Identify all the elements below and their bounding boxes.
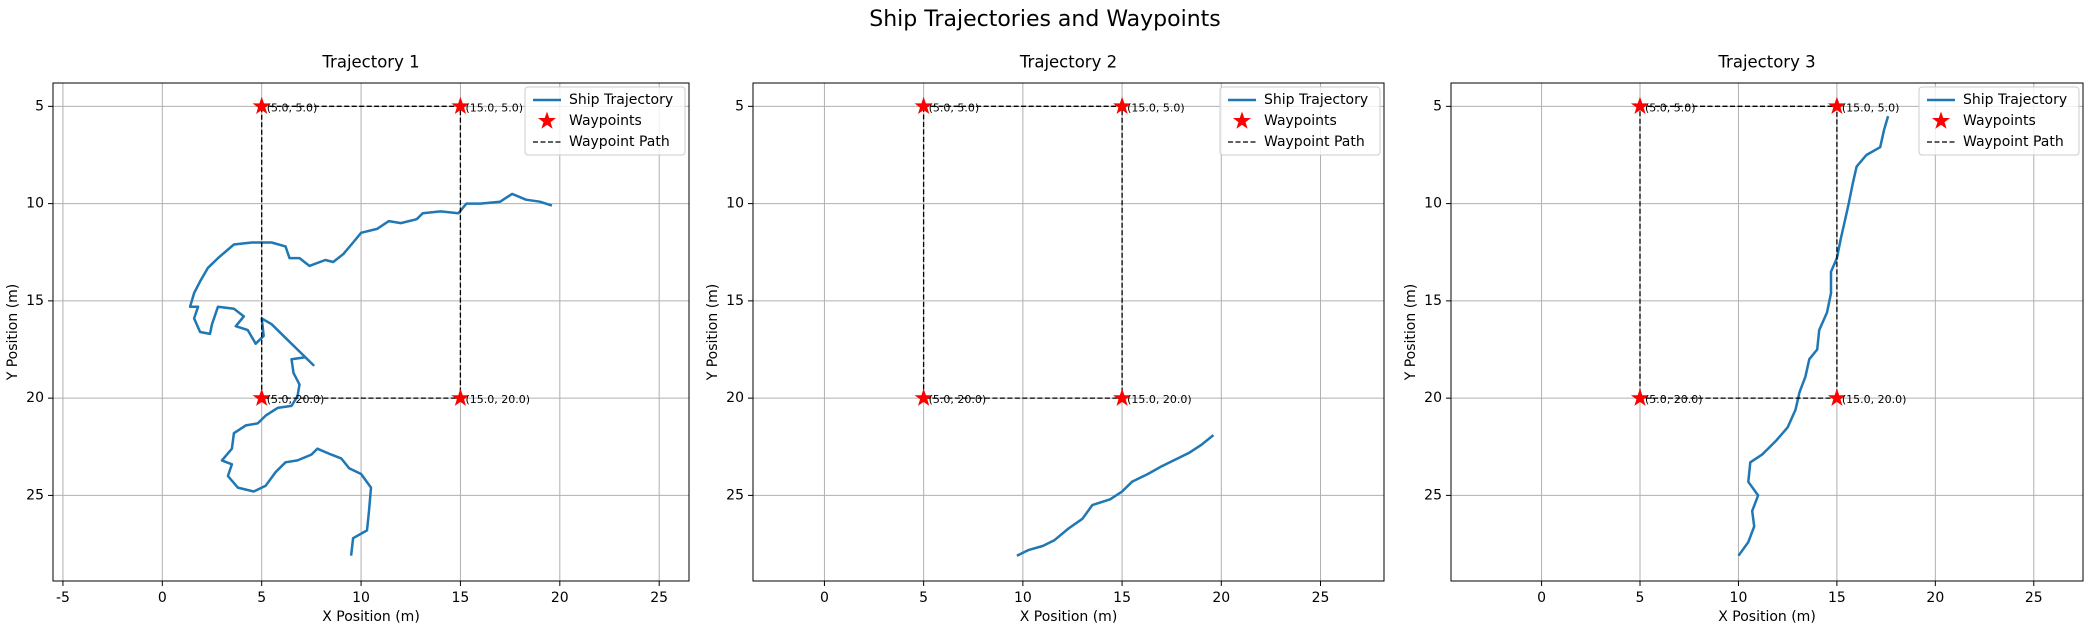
waypoint-label: (15.0, 5.0) xyxy=(1127,101,1185,114)
axes-title: Trajectory 1 xyxy=(321,53,419,72)
y-tick-label: 15 xyxy=(26,293,44,309)
waypoint-marker xyxy=(252,96,271,115)
legend-label: Ship Trajectory xyxy=(1264,92,1368,108)
axes-title: Trajectory 2 xyxy=(1019,53,1117,72)
waypoint-label: (15.0, 5.0) xyxy=(465,101,523,114)
legend-swatch xyxy=(1931,111,1951,129)
legend-label: Ship Trajectory xyxy=(569,92,673,108)
legend-label: Waypoint Path xyxy=(1963,134,2064,150)
waypoint-label: (15.0, 5.0) xyxy=(1842,101,1900,114)
x-axis-label: X Position (m) xyxy=(1718,609,1816,625)
y-tick-label: 15 xyxy=(1424,293,1442,309)
y-tick-label: 25 xyxy=(1424,487,1442,503)
legend-label: Waypoint Path xyxy=(1264,134,1365,150)
y-tick-label: 10 xyxy=(26,196,44,212)
x-tick-label: 20 xyxy=(1212,590,1230,606)
waypoint-label: (15.0, 20.0) xyxy=(465,393,530,406)
legend-swatch xyxy=(537,111,557,129)
y-tick-label: 5 xyxy=(735,98,744,114)
x-tick-label: 10 xyxy=(1014,590,1032,606)
legend-label: Waypoint Path xyxy=(569,134,670,150)
x-tick-label: 15 xyxy=(452,590,470,606)
legend-box xyxy=(1219,86,1381,156)
waypoint-marker xyxy=(451,388,470,406)
x-tick-label: 5 xyxy=(1636,590,1645,606)
waypoint-label: (5.0, 20.0) xyxy=(1645,393,1703,406)
y-axis-label: Y Position (m) xyxy=(1403,284,1419,382)
x-tick-label: -5 xyxy=(56,590,70,606)
trajectory-line xyxy=(188,192,553,556)
waypoint-marker xyxy=(914,96,933,115)
axes-frame xyxy=(1450,82,2084,582)
plot-area xyxy=(914,96,1215,557)
axes-frame xyxy=(752,82,1385,582)
waypoint-label: (15.0, 20.0) xyxy=(1842,393,1907,406)
x-tick-label: 25 xyxy=(650,590,668,606)
x-tick-label: 20 xyxy=(551,590,569,606)
y-tick-label: 5 xyxy=(35,98,44,114)
waypoint-marker xyxy=(914,388,933,406)
y-tick-label: 25 xyxy=(726,487,744,503)
waypoint-label: (5.0, 5.0) xyxy=(267,101,318,114)
waypoint-label: (5.0, 20.0) xyxy=(267,393,325,406)
y-axis-label: Y Position (m) xyxy=(705,284,721,382)
x-tick-label: 10 xyxy=(1730,590,1748,606)
x-tick-label: 0 xyxy=(1537,590,1546,606)
y-axis-label: Y Position (m) xyxy=(5,284,21,382)
legend-label: Waypoints xyxy=(1963,113,2036,129)
x-tick-label: 15 xyxy=(1113,590,1131,606)
figure-title: Ship Trajectories and Waypoints xyxy=(869,7,1220,32)
trajectory-line xyxy=(1016,434,1215,557)
waypoint-label: (15.0, 20.0) xyxy=(1127,393,1192,406)
x-tick-label: 20 xyxy=(1926,590,1944,606)
legend-box xyxy=(1918,86,2080,156)
x-tick-label: 25 xyxy=(2025,590,2043,606)
x-tick-label: 0 xyxy=(820,590,829,606)
waypoint-marker xyxy=(1113,96,1132,115)
y-tick-label: 20 xyxy=(1424,390,1442,406)
y-tick-label: 25 xyxy=(26,487,44,503)
plot-area xyxy=(188,96,553,556)
y-tick-label: 10 xyxy=(1424,196,1442,212)
x-tick-label: 25 xyxy=(1312,590,1330,606)
waypoint-marker xyxy=(1113,388,1132,406)
axes-frame xyxy=(52,82,690,582)
y-tick-label: 20 xyxy=(726,390,744,406)
axes-title: Trajectory 3 xyxy=(1717,53,1815,72)
waypoint-marker xyxy=(1630,388,1650,406)
y-tick-label: 15 xyxy=(726,293,744,309)
x-tick-label: 5 xyxy=(919,590,928,606)
x-tick-label: 10 xyxy=(352,590,370,606)
x-tick-label: 5 xyxy=(257,590,266,606)
legend-label: Ship Trajectory xyxy=(1963,92,2067,108)
legend-box xyxy=(524,86,686,156)
waypoint-marker xyxy=(1827,388,1846,406)
x-axis-label: X Position (m) xyxy=(322,609,420,625)
trajectory-line xyxy=(1737,115,1890,557)
legend-swatch xyxy=(1232,111,1252,129)
legend-label: Waypoints xyxy=(569,113,642,129)
waypoint-marker xyxy=(451,96,470,115)
plot-area xyxy=(1630,96,1890,557)
waypoint-label: (5.0, 5.0) xyxy=(1645,101,1696,114)
waypoint-label: (5.0, 20.0) xyxy=(929,393,987,406)
y-tick-label: 5 xyxy=(1433,98,1442,114)
x-axis-label: X Position (m) xyxy=(1020,609,1118,625)
x-tick-label: 0 xyxy=(158,590,167,606)
x-tick-label: 15 xyxy=(1828,590,1846,606)
waypoint-label: (5.0, 5.0) xyxy=(929,101,980,114)
waypoint-marker xyxy=(252,388,271,406)
waypoint-marker xyxy=(1827,96,1846,115)
legend-label: Waypoints xyxy=(1264,113,1337,129)
y-tick-label: 20 xyxy=(26,390,44,406)
waypoint-marker xyxy=(1630,96,1650,115)
y-tick-label: 10 xyxy=(726,196,744,212)
